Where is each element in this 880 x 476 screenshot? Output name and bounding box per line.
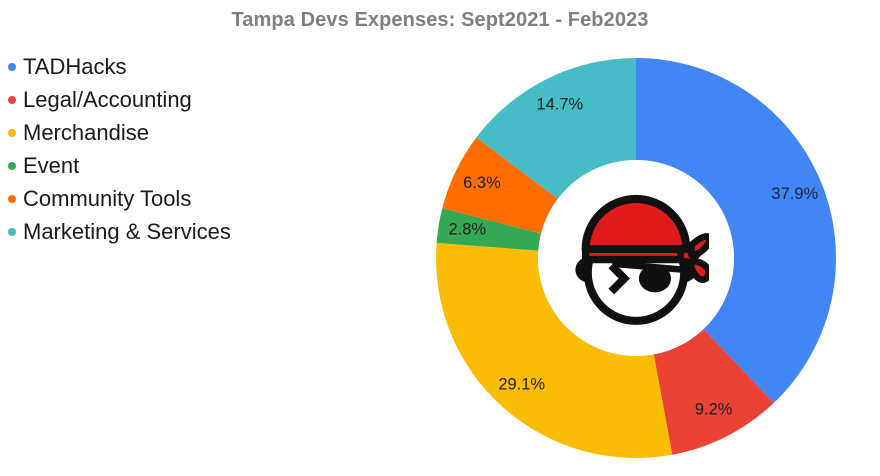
donut-plot-area: 37.9% 9.2% 29.1% 2.8% 6.3% 14.7%	[435, 58, 836, 458]
tampa-devs-pirate-logo-icon	[563, 188, 709, 334]
donut-slice[interactable]	[436, 208, 542, 251]
chart-legend: TADHacks Legal/Accounting Merchandise Ev…	[4, 50, 334, 248]
slice-data-label: 14.7%	[536, 95, 583, 113]
legend-item-label: Event	[23, 152, 80, 178]
donut-slice[interactable]	[476, 58, 636, 199]
legend-item-label: Community Tools	[23, 185, 192, 211]
legend-item-label: Merchandise	[23, 119, 149, 145]
legend-item-label: Marketing & Services	[23, 218, 231, 244]
legend-item-tadhacks[interactable]: TADHacks	[4, 50, 334, 83]
legend-bullet-icon	[8, 227, 16, 236]
chart-title: Tampa Devs Expenses: Sept2021 - Feb2023	[231, 9, 649, 31]
slice-data-label: 37.9%	[771, 185, 818, 203]
donut-slices	[435, 58, 836, 458]
legend-bullet-icon	[8, 62, 16, 71]
slice-data-label: 6.3%	[463, 174, 501, 192]
donut-slice-labels: 37.9% 9.2% 29.1% 2.8% 6.3% 14.7%	[448, 95, 818, 418]
legend-item-legal-accounting[interactable]: Legal/Accounting	[4, 83, 334, 116]
pirate-logo-svg	[575, 195, 709, 325]
legend-item-community-tools[interactable]: Community Tools	[4, 182, 334, 215]
legend-bullet-icon	[8, 161, 16, 170]
donut-slice[interactable]	[442, 137, 558, 234]
donut-svg: 37.9% 9.2% 29.1% 2.8% 6.3% 14.7%	[435, 58, 836, 458]
legend-item-event[interactable]: Event	[4, 149, 334, 182]
slice-data-label: 29.1%	[498, 376, 545, 394]
legend-bullet-icon	[8, 95, 16, 104]
legend-bullet-icon	[8, 128, 16, 137]
legend-item-merchandise[interactable]: Merchandise	[4, 116, 334, 149]
legend-item-label: Legal/Accounting	[23, 86, 192, 112]
donut-slice[interactable]	[435, 242, 673, 458]
donut-slice[interactable]	[653, 329, 774, 455]
donut-slice[interactable]	[636, 58, 836, 403]
slice-data-label: 2.8%	[448, 221, 486, 239]
slice-data-label: 9.2%	[695, 401, 733, 419]
legend-item-marketing-services[interactable]: Marketing & Services	[4, 215, 334, 248]
legend-bullet-icon	[8, 194, 16, 203]
legend-item-label: TADHacks	[23, 53, 127, 79]
